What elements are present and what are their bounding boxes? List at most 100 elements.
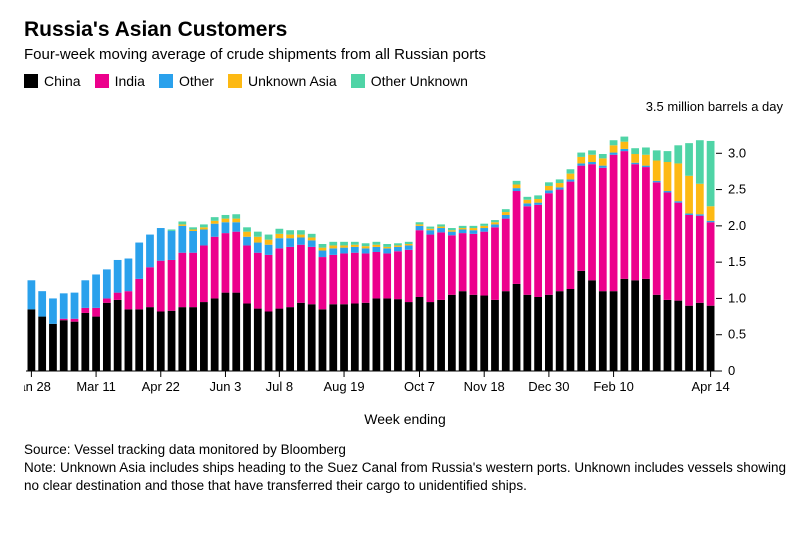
bar-segment	[286, 247, 294, 307]
bar-segment	[502, 219, 510, 292]
bar-segment	[416, 230, 424, 297]
bar-segment	[178, 226, 186, 253]
bar-segment	[707, 221, 715, 222]
bar-segment	[243, 227, 251, 231]
legend-swatch	[159, 74, 173, 88]
bar-segment	[329, 304, 337, 371]
bar-segment	[168, 231, 176, 260]
bar-segment	[222, 215, 230, 219]
bar-segment	[631, 163, 639, 164]
bar-segment	[308, 304, 316, 371]
y-tick-label: 0	[728, 363, 735, 378]
bar-segment	[631, 154, 639, 163]
bar-segment	[459, 226, 467, 228]
bar-segment	[189, 227, 197, 229]
legend-swatch	[228, 74, 242, 88]
bar-segment	[265, 245, 273, 255]
bar-segment	[200, 229, 208, 245]
bar-segment	[470, 230, 478, 234]
legend-label: India	[115, 73, 145, 89]
y-tick-label: 1.0	[728, 290, 746, 305]
bar-segment	[189, 229, 197, 230]
bar-segment	[308, 234, 316, 238]
bar-segment	[81, 280, 89, 308]
bar-segment	[523, 200, 531, 204]
bar-segment	[200, 224, 208, 227]
bar-segment	[405, 245, 413, 249]
x-tick-label: Feb 10	[593, 379, 633, 394]
bar-segment	[696, 140, 704, 184]
bar-segment	[480, 228, 488, 232]
bar-segment	[664, 300, 672, 371]
bar-segment	[146, 235, 154, 268]
bar-segment	[534, 203, 542, 205]
bar-segment	[340, 253, 348, 304]
bar-segment	[426, 229, 434, 230]
bar-segment	[254, 243, 262, 253]
bar-segment	[642, 279, 650, 371]
bar-segment	[405, 242, 413, 244]
bar-segment	[577, 166, 585, 271]
bar-segment	[286, 238, 294, 247]
bar-segment	[135, 279, 143, 309]
bar-segment	[577, 163, 585, 165]
bar-segment	[642, 167, 650, 279]
x-tick-label: Apr 14	[691, 379, 729, 394]
bar-segment	[491, 224, 499, 227]
bar-segment	[696, 216, 704, 303]
bar-segment	[480, 232, 488, 296]
bar-segment	[125, 291, 133, 309]
bar-segment	[146, 307, 154, 371]
bar-segment	[351, 304, 359, 371]
bar-segment	[534, 195, 542, 199]
bar-segment	[653, 295, 661, 371]
legend-swatch	[351, 74, 365, 88]
bar-segment	[685, 143, 693, 176]
bar-segment	[405, 250, 413, 302]
bar-segment	[329, 242, 337, 246]
bar-segment	[599, 166, 607, 168]
bar-segment	[340, 248, 348, 254]
bar-segment	[168, 260, 176, 311]
bar-segment	[502, 215, 510, 219]
bar-segment	[588, 280, 596, 371]
bar-segment	[642, 147, 650, 154]
bar-segment	[157, 228, 165, 261]
bar-segment	[200, 302, 208, 371]
bar-segment	[545, 182, 553, 186]
bar-segment	[394, 245, 402, 246]
bar-segment	[394, 299, 402, 371]
bar-segment	[448, 235, 456, 295]
legend-label: Other	[179, 73, 214, 89]
bar-segment	[567, 169, 575, 173]
bar-segment	[513, 184, 521, 188]
bar-segment	[157, 311, 165, 371]
bar-segment	[448, 228, 456, 230]
bar-segment	[254, 237, 262, 243]
bar-segment	[599, 291, 607, 371]
bar-segment	[92, 317, 100, 371]
bar-segment	[470, 234, 478, 295]
bar-segment	[556, 179, 564, 183]
bar-segment	[577, 157, 585, 164]
bar-segment	[373, 245, 381, 247]
bar-segment	[620, 279, 628, 371]
bar-segment	[49, 298, 57, 323]
bar-segment	[545, 186, 553, 190]
bar-segment	[664, 162, 672, 191]
bar-segment	[437, 232, 445, 299]
bar-segment	[146, 267, 154, 307]
bar-segment	[610, 291, 618, 371]
bar-segment	[707, 206, 715, 221]
bar-segment	[168, 311, 176, 371]
bar-segment	[351, 247, 359, 253]
bar-segment	[491, 227, 499, 300]
bar-segment	[459, 233, 467, 291]
bar-segment	[243, 245, 251, 303]
bar-segment	[71, 322, 79, 371]
bar-segment	[125, 259, 133, 292]
bar-segment	[653, 181, 661, 182]
bar-segment	[405, 302, 413, 371]
bar-segment	[588, 162, 596, 164]
bar-segment	[416, 222, 424, 224]
